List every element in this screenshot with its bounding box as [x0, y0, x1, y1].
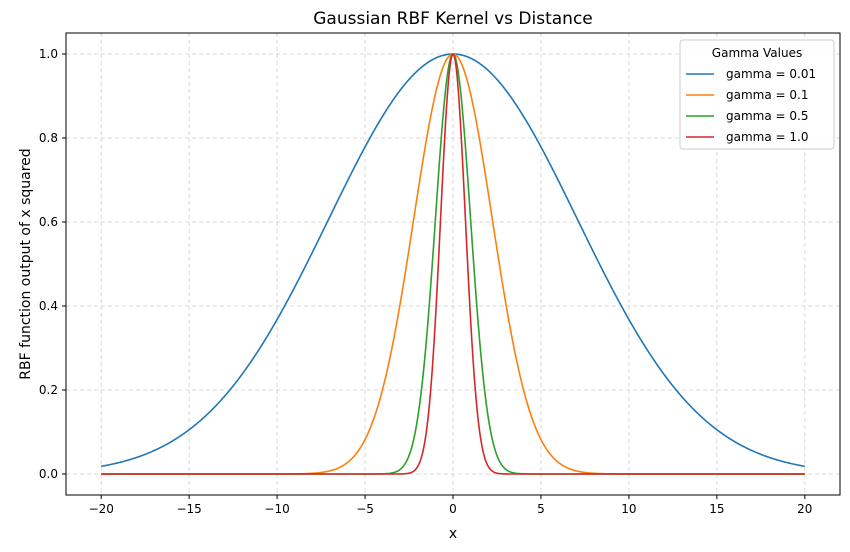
y-tick-label: 0.0	[39, 467, 58, 481]
x-axis-label: x	[449, 526, 457, 542]
y-ticks: 0.0 0.2 0.4 0.6 0.8 1.0	[39, 47, 66, 481]
x-tick-label: −10	[264, 502, 289, 516]
chart-title: Gaussian RBF Kernel vs Distance	[313, 9, 593, 29]
x-tick-label: 15	[709, 502, 724, 516]
x-tick-label: 20	[797, 502, 812, 516]
x-tick-label: 10	[621, 502, 636, 516]
y-axis-label: RBF function output of x squared	[18, 148, 34, 379]
y-tick-label: 1.0	[39, 47, 58, 61]
series-lines	[100, 53, 806, 475]
legend-label-3: gamma = 1.0	[726, 130, 808, 144]
legend-label-2: gamma = 0.5	[726, 109, 808, 123]
y-tick-label: 0.2	[39, 383, 58, 397]
y-tick-label: 0.6	[39, 215, 58, 229]
y-tick-label: 0.4	[39, 299, 58, 313]
series-line-3	[100, 53, 806, 475]
x-tick-label: −20	[89, 502, 114, 516]
y-tick-label: 0.8	[39, 131, 58, 145]
x-tick-label: 5	[537, 502, 545, 516]
legend-box	[679, 39, 835, 150]
legend-label-0: gamma = 0.01	[726, 67, 816, 81]
x-ticks: −20 −15 −10 −5 0 5 10 15 20	[89, 495, 812, 516]
x-tick-label: −15	[176, 502, 201, 516]
x-tick-label: −5	[356, 502, 374, 516]
legend-title: Gamma Values	[712, 46, 802, 60]
legend-label-1: gamma = 0.1	[726, 88, 808, 102]
x-tick-label: 0	[449, 502, 457, 516]
legend-items: gamma = 0.01 gamma = 0.1 gamma = 0.5 gamma …	[686, 67, 816, 144]
